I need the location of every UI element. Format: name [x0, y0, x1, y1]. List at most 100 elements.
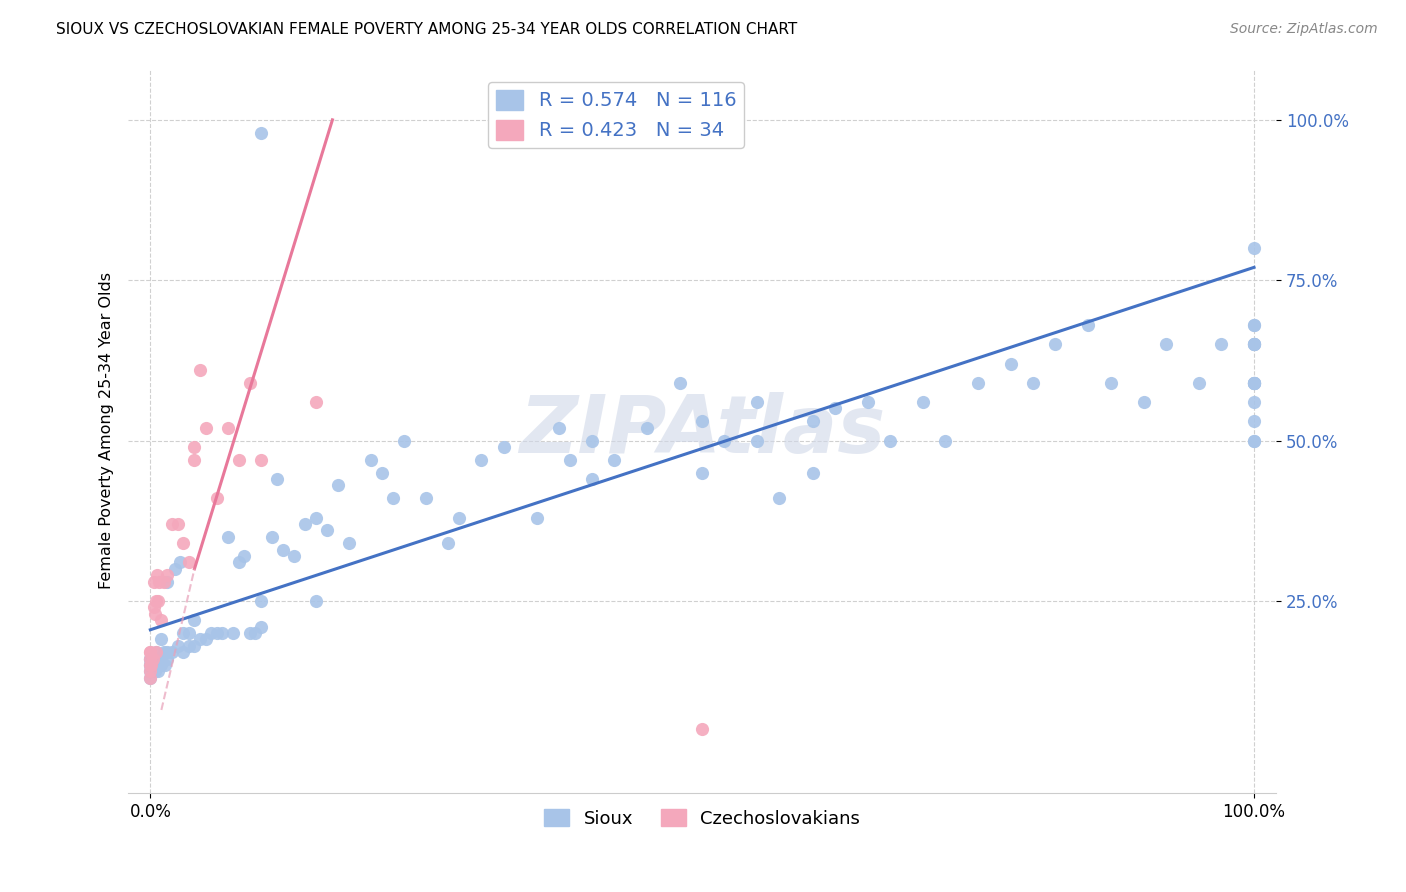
Point [143, 665, 166, 679]
Point [217, 421, 239, 435]
Point [143, 651, 166, 665]
Point [305, 510, 328, 524]
Point [636, 421, 658, 435]
Point [139, 665, 162, 679]
Point [266, 472, 288, 486]
Point [271, 542, 294, 557]
Point [162, 645, 184, 659]
Point [492, 440, 515, 454]
Point [188, 632, 211, 647]
Point [1243, 337, 1265, 351]
Point [156, 645, 179, 659]
Point [145, 658, 167, 673]
Point [228, 452, 250, 467]
Point [415, 491, 437, 506]
Point [392, 434, 415, 448]
Point [139, 645, 162, 659]
Point [449, 510, 471, 524]
Point [139, 651, 162, 665]
Point [169, 556, 191, 570]
Point [337, 536, 360, 550]
Point [243, 626, 266, 640]
Point [801, 414, 824, 428]
Point [1209, 337, 1232, 351]
Point [145, 651, 167, 665]
Point [139, 658, 162, 673]
Point [177, 556, 200, 570]
Point [150, 651, 173, 665]
Point [233, 549, 256, 563]
Point [205, 491, 228, 506]
Point [283, 549, 305, 563]
Point [163, 562, 186, 576]
Point [142, 574, 165, 589]
Point [194, 421, 217, 435]
Point [162, 516, 184, 531]
Point [152, 645, 174, 659]
Point [1132, 395, 1154, 409]
Point [183, 440, 205, 454]
Point [669, 376, 692, 390]
Point [1099, 376, 1122, 390]
Point [146, 568, 169, 582]
Point [141, 658, 163, 673]
Point [150, 613, 173, 627]
Point [371, 466, 394, 480]
Point [152, 574, 174, 589]
Point [188, 363, 211, 377]
Point [142, 651, 165, 665]
Point [141, 651, 163, 665]
Point [172, 645, 194, 659]
Point [239, 626, 262, 640]
Point [1243, 241, 1265, 255]
Point [1243, 318, 1265, 332]
Point [167, 516, 190, 531]
Point [139, 645, 162, 659]
Point [603, 452, 626, 467]
Point [183, 639, 205, 653]
Point [437, 536, 460, 550]
Point [146, 651, 169, 665]
Point [139, 658, 162, 673]
Point [211, 626, 233, 640]
Text: ZIPAtlas: ZIPAtlas [519, 392, 886, 470]
Point [172, 536, 194, 550]
Point [139, 651, 162, 665]
Point [194, 632, 217, 647]
Point [1243, 337, 1265, 351]
Point [146, 665, 169, 679]
Point [316, 524, 339, 538]
Legend: Sioux, Czechoslovakians: Sioux, Czechoslovakians [537, 802, 868, 835]
Point [360, 452, 382, 467]
Point [934, 434, 956, 448]
Y-axis label: Female Poverty Among 25-34 Year Olds: Female Poverty Among 25-34 Year Olds [100, 272, 114, 590]
Point [1243, 376, 1265, 390]
Point [249, 452, 271, 467]
Point [148, 651, 170, 665]
Point [768, 491, 790, 506]
Point [142, 658, 165, 673]
Point [1077, 318, 1099, 332]
Point [139, 671, 162, 685]
Point [139, 658, 162, 673]
Point [200, 626, 222, 640]
Text: Source: ZipAtlas.com: Source: ZipAtlas.com [1230, 22, 1378, 37]
Point [222, 626, 245, 640]
Point [382, 491, 405, 506]
Point [801, 466, 824, 480]
Point [1188, 376, 1211, 390]
Point [183, 452, 205, 467]
Point [141, 665, 163, 679]
Point [260, 530, 283, 544]
Point [153, 658, 176, 673]
Point [294, 516, 316, 531]
Point [581, 472, 603, 486]
Point [1154, 337, 1177, 351]
Point [145, 594, 167, 608]
Point [1000, 357, 1022, 371]
Point [139, 671, 162, 685]
Point [713, 434, 735, 448]
Point [305, 395, 328, 409]
Text: SIOUX VS CZECHOSLOVAKIAN FEMALE POVERTY AMONG 25-34 YEAR OLDS CORRELATION CHART: SIOUX VS CZECHOSLOVAKIAN FEMALE POVERTY … [56, 22, 797, 37]
Point [690, 722, 713, 736]
